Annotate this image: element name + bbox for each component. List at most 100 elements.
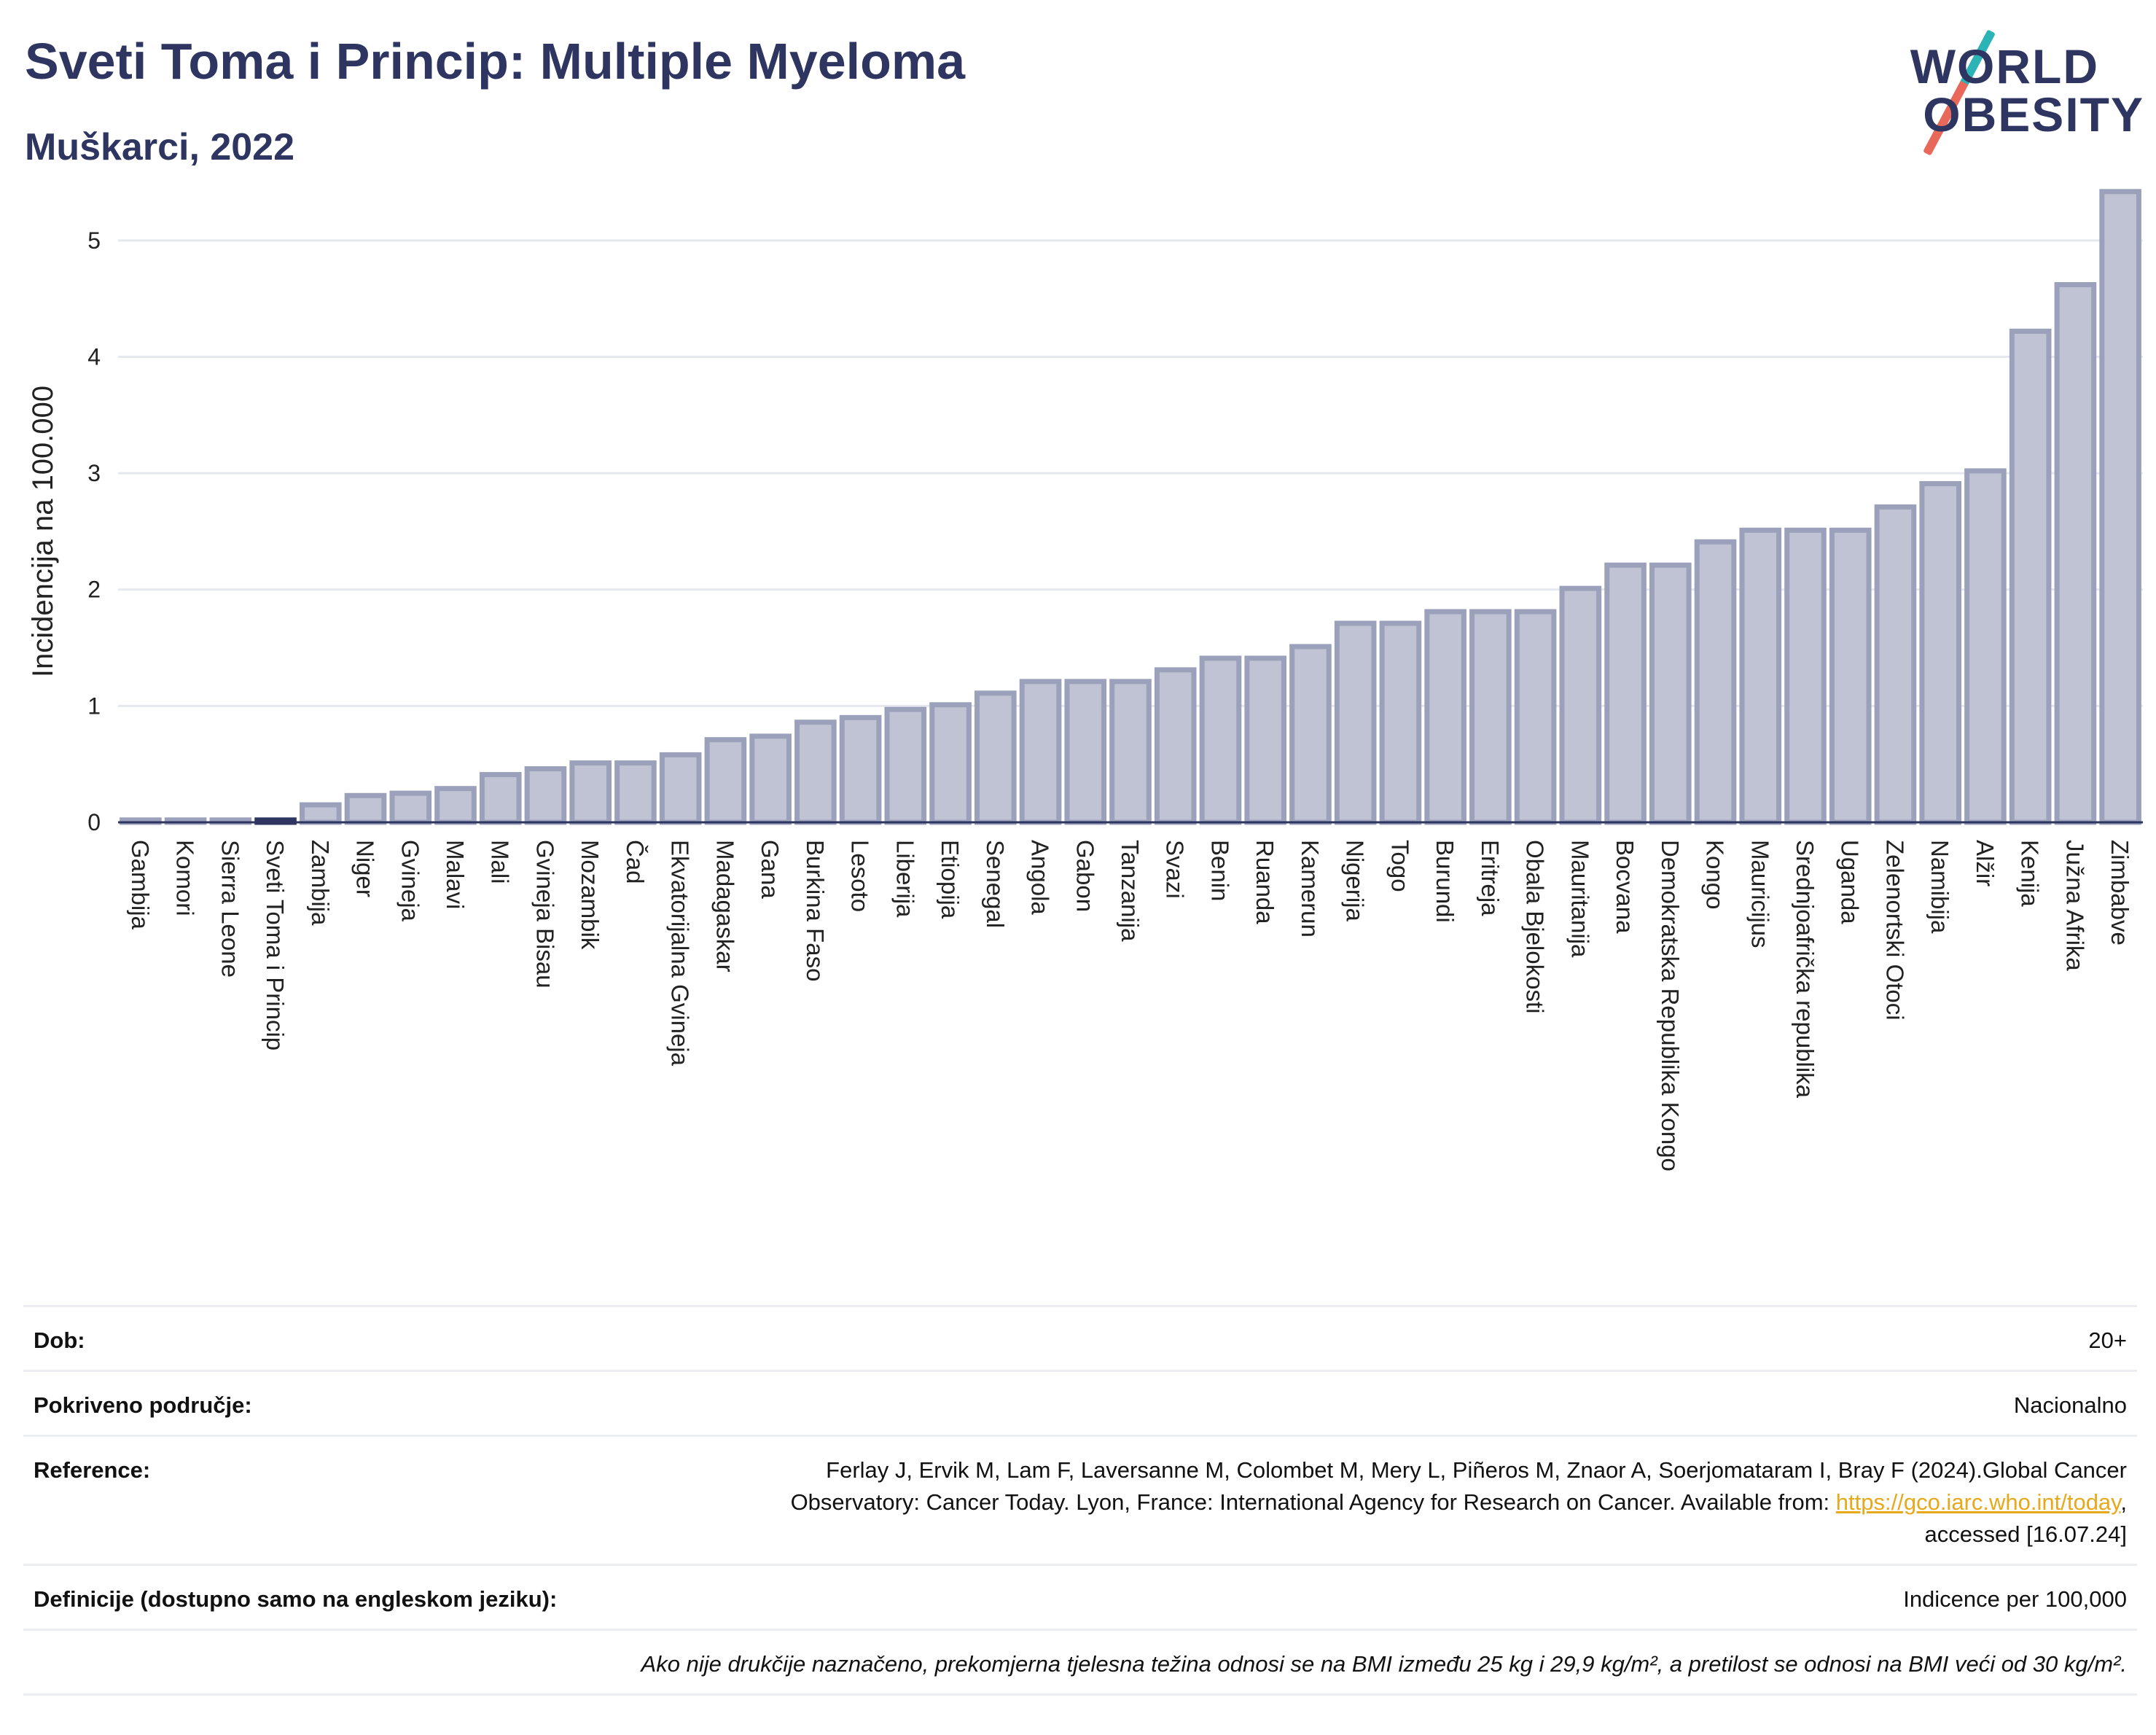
- logo-line-1: WORLD: [1910, 39, 2099, 93]
- info-label-coverage: Pokriveno područje:: [34, 1392, 252, 1419]
- bar: [2099, 189, 2141, 825]
- x-category-label: Sveti Toma i Princip: [262, 840, 289, 1050]
- bar: [389, 790, 432, 825]
- y-tick-label: 1: [87, 693, 101, 719]
- bar: [1649, 562, 1692, 825]
- bar: [1694, 539, 1737, 825]
- x-category-label: Sierra Leone: [216, 840, 243, 978]
- bar: [1424, 609, 1466, 825]
- x-category-label: Senegal: [982, 840, 1009, 928]
- bar: [1064, 679, 1107, 825]
- x-category-label: Mozambik: [577, 840, 604, 950]
- x-category-label: Tanzanija: [1117, 840, 1144, 942]
- bar: [1559, 585, 1602, 825]
- bar: [524, 766, 567, 825]
- x-category-label: Gabon: [1071, 840, 1098, 912]
- bar: [2054, 281, 2097, 825]
- x-category-label: Benin: [1206, 840, 1233, 901]
- bar: [1109, 679, 1152, 825]
- bar: [794, 720, 837, 825]
- x-category-label: Niger: [352, 840, 379, 897]
- x-category-label: Demokratska Republika Kongo: [1657, 840, 1684, 1171]
- info-row-coverage: Pokriveno područje: Nacionalno: [23, 1370, 2137, 1435]
- bar: [1469, 609, 1512, 825]
- x-category-label: Etiopija: [937, 840, 964, 919]
- x-category-label: Zelenortski Otoci: [1881, 840, 1908, 1021]
- world-obesity-logo: WORLD OBESITY: [1904, 20, 2144, 156]
- info-label-reference: Reference:: [34, 1457, 151, 1483]
- info-row-note: Ako nije drukčije naznačeno, prekomjerna…: [23, 1629, 2137, 1696]
- x-category-label: Liberija: [891, 840, 918, 918]
- x-category-label: Togo: [1386, 840, 1413, 892]
- y-axis-label: Incidencija na 100.000: [27, 386, 59, 677]
- x-category-label: Burkina Faso: [802, 840, 829, 981]
- info-table: Dob: 20+ Pokriveno područje: Nacionalno …: [23, 1305, 2137, 1696]
- x-category-label: Eritreja: [1477, 840, 1504, 916]
- x-category-label: Burundi: [1432, 840, 1458, 923]
- info-value-age: 20+: [2088, 1327, 2127, 1353]
- x-category-label: Uganda: [1837, 840, 1864, 924]
- x-category-label: Srednjoafrička republika: [1792, 840, 1819, 1099]
- x-category-label: Zambija: [307, 840, 334, 926]
- x-category-label: Zimbabve: [2106, 840, 2133, 946]
- bar: [1379, 620, 1422, 825]
- x-category-label: Kenija: [2017, 840, 2044, 907]
- x-category-label: Bocvana: [1612, 840, 1639, 934]
- reference-line-3: accessed [16.07.24]: [1924, 1521, 2127, 1548]
- logo-line-2: OBESITY: [1923, 87, 2144, 141]
- bar: [1829, 527, 1872, 825]
- bar: [1964, 468, 2007, 825]
- x-category-label: Kongo: [1702, 840, 1729, 909]
- x-category-label: Lesoto: [847, 840, 874, 912]
- x-category-label: Angola: [1027, 840, 1054, 915]
- bar: [659, 752, 702, 825]
- bar: [1739, 527, 1782, 825]
- reference-line-2: Observatory: Cancer Today. Lyon, France:…: [790, 1489, 1836, 1516]
- x-category-label: Namibija: [1926, 840, 1953, 934]
- bar: [1874, 504, 1917, 825]
- x-category-label: Obala Bjelokosti: [1522, 840, 1549, 1013]
- info-label-age: Dob:: [34, 1327, 85, 1353]
- bar: [704, 737, 747, 825]
- reference-link[interactable]: https://gco.iarc.who.int/today: [1835, 1489, 2121, 1516]
- x-category-label: Mali: [487, 840, 514, 884]
- x-category-label: Gana: [757, 840, 784, 899]
- bar: [1784, 527, 1827, 825]
- bar: [344, 792, 387, 825]
- y-tick-label: 5: [87, 227, 101, 254]
- bar: [974, 690, 1017, 825]
- y-tick-label: 4: [87, 343, 101, 370]
- x-category-label: Madagaskar: [711, 840, 738, 972]
- info-value-coverage: Nacionalno: [2013, 1392, 2127, 1419]
- x-category-label: Gvineja Bisau: [531, 840, 558, 989]
- x-category-label: Čad: [622, 840, 649, 884]
- info-value-definitions: Indicence per 100,000: [1903, 1586, 2127, 1613]
- x-category-label: Malavi: [442, 840, 469, 909]
- info-note: Ako nije drukčije naznačeno, prekomjerna…: [641, 1651, 2127, 1677]
- info-row-age: Dob: 20+: [23, 1305, 2137, 1370]
- x-category-label: Gambija: [127, 840, 154, 930]
- bar: [929, 702, 972, 825]
- bar: [1604, 562, 1647, 825]
- x-category-labels: Gambija Komori Sierra Leone Sveti Toma i Pr…: [127, 840, 2133, 1171]
- x-category-label: Mauricijus: [1746, 840, 1773, 948]
- bar-chart: 0 1 2 3 4 5 Gambija Komori Sierra Leone Sveti To…: [27, 189, 2143, 1171]
- bar: [1199, 655, 1242, 825]
- y-tick-label: 2: [87, 577, 101, 603]
- bar: [1019, 679, 1062, 825]
- x-category-label: Kamerun: [1297, 840, 1324, 937]
- info-row-reference: Reference: Ferlay J, Ervik M, Lam F, Lav…: [23, 1435, 2137, 1564]
- info-row-definitions: Definicije (dostupno samo na engleskom j…: [23, 1564, 2137, 1629]
- bar: [614, 760, 657, 825]
- x-category-label: Ekvatorijalna Gvineja: [667, 840, 694, 1067]
- x-category-label: Svazi: [1162, 840, 1189, 899]
- info-value-reference: Ferlay J, Ervik M, Lam F, Laversanne M, …: [791, 1454, 2127, 1551]
- x-category-label: Nigerija: [1342, 840, 1369, 922]
- reference-line-2-end: ,: [2120, 1489, 2127, 1516]
- bar: [299, 802, 342, 825]
- y-tick-labels: 0 1 2 3 4 5: [87, 227, 101, 835]
- page-subtitle: Muškarci, 2022: [25, 126, 295, 168]
- bar: [569, 760, 612, 825]
- bar: [884, 706, 927, 825]
- bar: [434, 786, 477, 825]
